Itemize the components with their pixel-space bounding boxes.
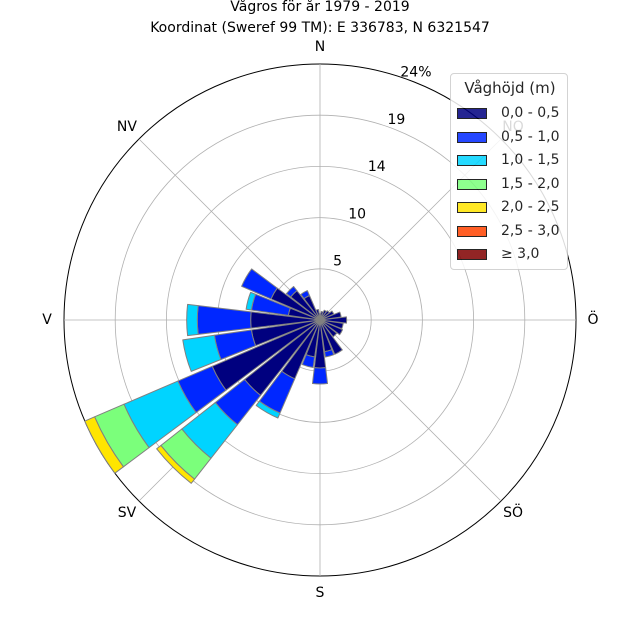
legend-item: 1,5 - 2,0 (457, 174, 567, 194)
legend-label: 2,5 - 3,0 (501, 222, 560, 239)
legend-swatch (457, 178, 487, 190)
legend: Våghöjd (m) 0,0 - 0,5 0,5 - 1,0 1,0 - 1,5 1… (450, 73, 568, 270)
radial-tick-label: 24% (400, 64, 431, 80)
rose-bar-segment (255, 400, 281, 419)
rose-bar-segment (301, 354, 316, 369)
legend-swatch (457, 108, 487, 119)
direction-label: V (42, 312, 52, 328)
wave-rose-bars (84, 268, 348, 484)
direction-label: SÖ (503, 503, 523, 521)
direction-label: NV (117, 119, 137, 135)
rose-bar-segment (315, 308, 321, 321)
legend-label: 0,0 - 0,5 (501, 105, 560, 121)
legend-swatch (457, 131, 487, 143)
rose-bar-segment (319, 316, 348, 324)
rose-bar-segment (319, 319, 344, 336)
legend-swatch (457, 202, 487, 213)
radial-tick-label: 14 (368, 159, 386, 175)
rose-bar-segment (84, 416, 124, 474)
radial-tick-label: 5 (333, 254, 342, 270)
legend-label: 1,0 - 1,5 (501, 152, 560, 168)
rose-bar-segment (285, 285, 298, 298)
polar-grid (63, 63, 577, 577)
legend-item: ≥ 3,0 (457, 244, 567, 264)
grid-spoke (319, 319, 502, 502)
radial-tick-label: 19 (387, 112, 405, 128)
legend-swatch (457, 249, 487, 260)
legend-label: ≥ 3,0 (501, 246, 540, 262)
legend-title: Våghöjd (m) (464, 79, 556, 97)
rose-bar-segment (241, 268, 278, 300)
rose-bar-segment (311, 367, 329, 385)
direction-label: Ö (587, 310, 598, 328)
legend-swatch (457, 225, 487, 237)
legend-item: 0,5 - 1,0 (457, 127, 567, 147)
legend-item: 0,0 - 0,5 (457, 103, 567, 123)
legend-item: 1,0 - 1,5 (457, 150, 567, 170)
legend-label: 0,5 - 1,0 (501, 128, 560, 145)
rose-bar-segment (245, 291, 257, 311)
rose-bar-segment (319, 319, 338, 338)
legend-label: 2,0 - 2,5 (501, 199, 560, 215)
radial-tick-label: 10 (348, 206, 366, 222)
rose-bar-segment (156, 444, 196, 484)
legend-label: 1,5 - 2,0 (501, 175, 560, 192)
rose-bar-segment (182, 334, 222, 372)
rose-bar-segment (319, 319, 343, 355)
chart-subtitle: Koordinat (Sweref 99 TM): E 336783, N 63… (150, 20, 490, 36)
legend-item: 2,5 - 3,0 (457, 221, 567, 241)
rose-bar-segment (324, 349, 335, 358)
legend-item: 2,0 - 2,5 (457, 197, 567, 217)
direction-label: N (315, 39, 325, 55)
rose-bar-segment (300, 290, 310, 300)
rose-bar-segment (319, 311, 342, 321)
direction-label: SV (118, 505, 137, 521)
rose-bar-segment (196, 305, 252, 335)
chart-title: Vågros för år 1979 - 2019 (230, 0, 410, 15)
rose-bar-segment (186, 303, 199, 337)
direction-label: S (316, 585, 325, 601)
legend-swatch (457, 155, 487, 166)
